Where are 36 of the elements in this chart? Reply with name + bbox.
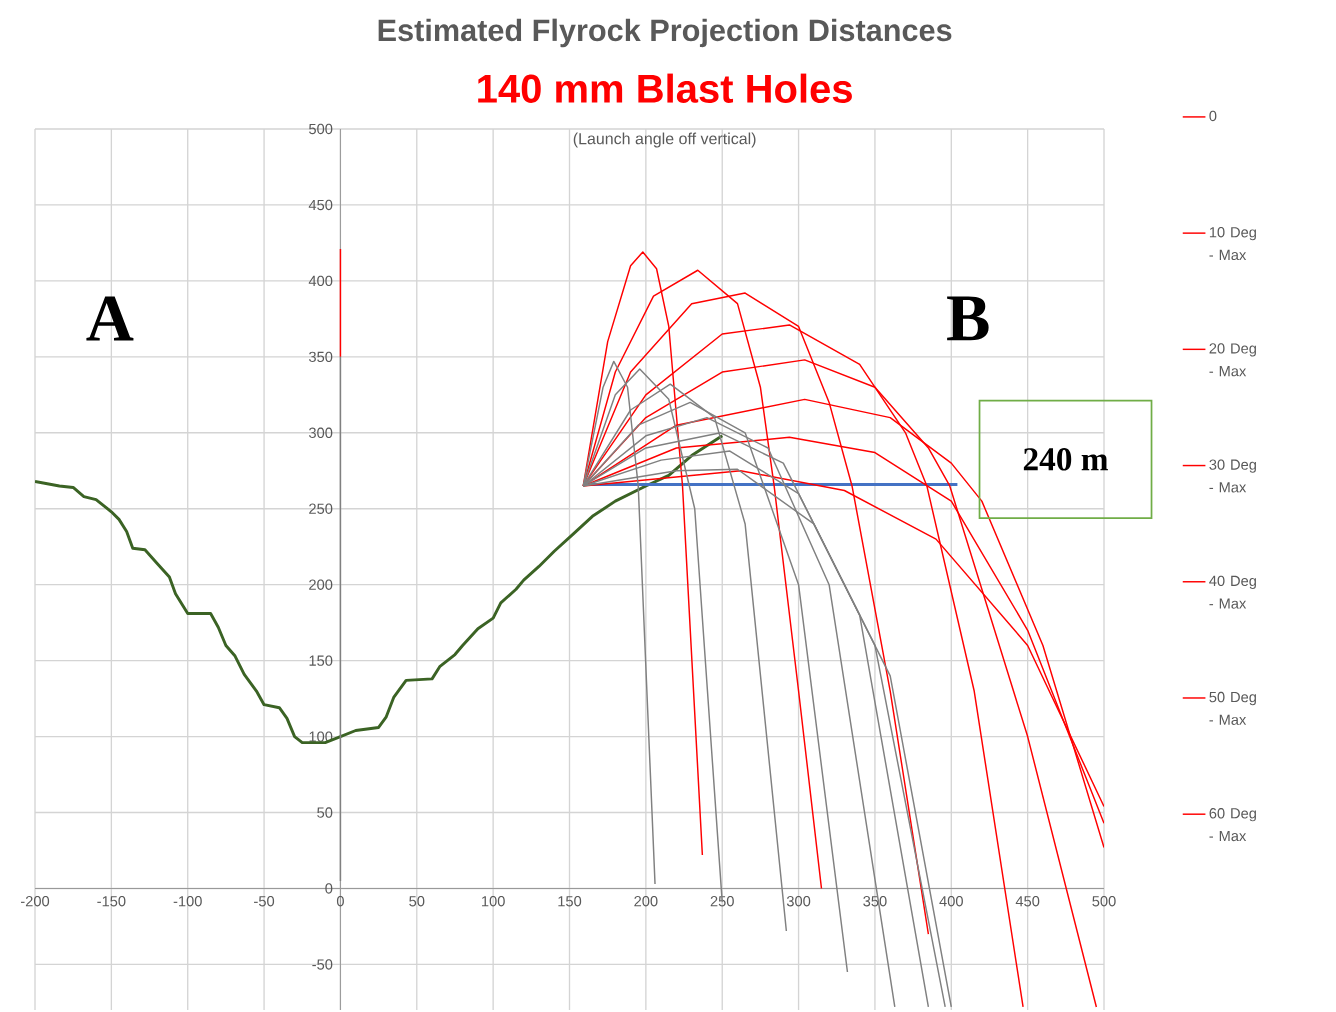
legend-label: 40 Deg - Max <box>1209 575 1256 609</box>
y-tick-label: 350 <box>308 351 333 363</box>
x-tick-label: 200 <box>634 896 658 907</box>
legend-label: 10 Deg - Max <box>1209 227 1256 261</box>
y-tick-label: 250 <box>309 503 333 514</box>
legend-label: 20 Deg - Max <box>1209 343 1256 377</box>
x-tick-label: 100 <box>482 896 505 907</box>
x-tick-label: 300 <box>786 896 811 907</box>
x-tick-label: -200 <box>20 896 50 907</box>
y-tick-label: 150 <box>309 655 333 666</box>
y-tick-label: 50 <box>317 807 333 818</box>
x-tick-label: 50 <box>409 896 425 907</box>
legend-label: 60 Deg - Max <box>1209 808 1256 842</box>
x-tick-label: 400 <box>939 896 963 907</box>
annotation: B <box>947 296 989 341</box>
y-tick-label: 300 <box>308 427 333 438</box>
annotation: 240 m <box>1023 448 1108 471</box>
x-tick-label: 500 <box>1092 896 1116 907</box>
x-tick-label: 250 <box>710 896 734 907</box>
x-tick-label: -150 <box>97 896 126 907</box>
x-tick-label: 150 <box>558 896 582 907</box>
y-tick-label: 400 <box>308 275 333 287</box>
y-tick-label: 500 <box>309 123 333 135</box>
y-tick-label: 200 <box>309 579 333 590</box>
x-tick-label: -100 <box>173 896 202 907</box>
chart-title: Estimated Flyrock Projection Distances <box>378 18 952 48</box>
y-tick-label: -50 <box>312 959 333 970</box>
legend-label: 30 Deg - Max <box>1209 459 1256 493</box>
legend-label: 50 Deg - Max <box>1209 691 1256 725</box>
annotation: (Launch angle off vertical) <box>573 132 756 148</box>
x-tick-label: -50 <box>254 896 275 907</box>
chart-subtitle: 140 mm Blast Holes <box>478 73 852 103</box>
x-tick-label: 450 <box>1015 896 1040 907</box>
y-tick-label: 450 <box>308 199 333 211</box>
annotation: A <box>86 296 134 341</box>
legend-label: 0 <box>1209 110 1217 122</box>
